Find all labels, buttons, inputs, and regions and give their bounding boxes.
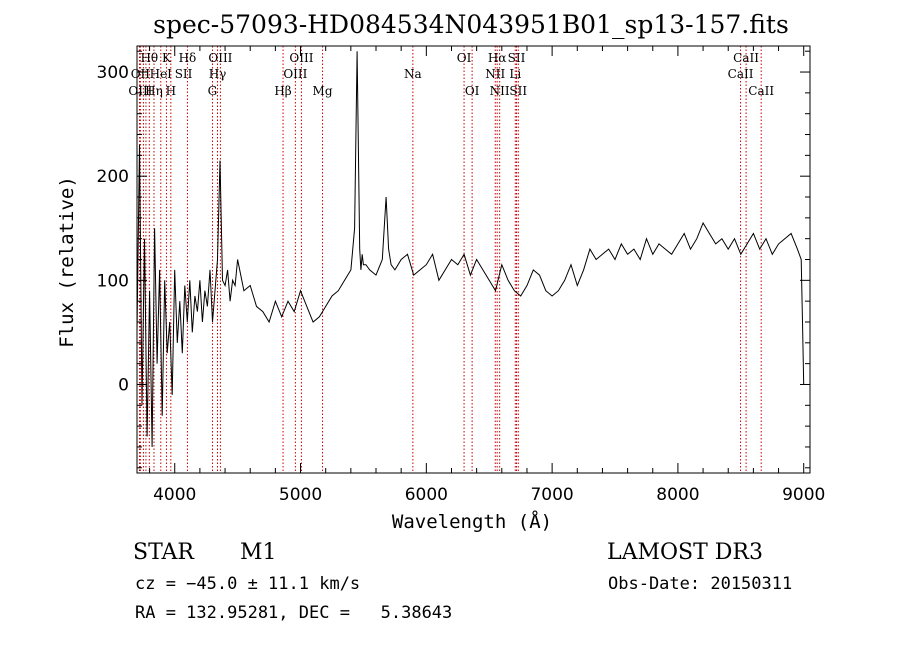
line-label: SII — [509, 84, 527, 98]
line-label: CaII — [733, 51, 759, 65]
line-label: CaII — [728, 67, 754, 81]
object-class: STAR — [133, 540, 194, 565]
y-axis-label: Flux (relative) — [56, 176, 78, 348]
line-label: Na — [404, 67, 422, 81]
line-label: SII — [508, 51, 526, 65]
line-label: OI — [457, 51, 472, 65]
line-label: K — [162, 51, 172, 65]
redshift-cz: cz = −45.0 ± 11.1 km/s — [135, 574, 361, 594]
line-label: OIII — [128, 84, 152, 98]
coordinates: RA = 132.95281, DEC = 5.38643 — [135, 603, 453, 623]
line-label: OIII — [289, 51, 313, 65]
line-label: SII — [175, 67, 193, 81]
line-label: Hη — [145, 84, 163, 98]
line-label: OIII — [208, 51, 232, 65]
line-label: HeI — [150, 67, 173, 81]
spectrum-line — [136, 51, 805, 448]
line-label: Hθ — [140, 51, 158, 65]
line-label: Hδ — [179, 51, 197, 65]
line-label: Li — [509, 67, 521, 81]
line-label: Hγ — [209, 67, 227, 81]
y-tick-label: 300 — [97, 63, 129, 83]
survey-name: LAMOST DR3 — [607, 540, 763, 565]
spectral-line-markers — [139, 46, 762, 473]
y-tick-label: 100 — [97, 271, 129, 291]
line-label: NII — [485, 67, 505, 81]
line-label: Mg — [313, 84, 333, 98]
y-tick-label: 0 — [118, 375, 129, 395]
line-label: H — [166, 84, 176, 98]
x-axis-ticks: 4000 5000 6000 7000 8000 9000 — [149, 46, 825, 505]
line-label: Hβ — [274, 84, 291, 98]
line-label: G — [208, 84, 218, 98]
x-tick-label: 8000 — [656, 485, 699, 505]
line-label: OI — [465, 84, 480, 98]
line-label: OII — [131, 67, 151, 81]
line-label: CaII — [748, 84, 774, 98]
observation-date: Obs-Date: 20150311 — [608, 574, 793, 594]
object-subclass: M1 — [240, 540, 277, 565]
line-label: NII — [490, 84, 510, 98]
x-tick-label: 9000 — [782, 485, 825, 505]
chart-title: spec-57093-HD084534N043951B01_sp13-157.f… — [153, 10, 789, 39]
y-tick-label: 200 — [97, 167, 129, 187]
x-tick-label: 5000 — [279, 485, 322, 505]
line-label: OIII — [283, 67, 307, 81]
line-label: Hα — [488, 51, 507, 65]
x-tick-label: 4000 — [153, 485, 196, 505]
x-tick-label: 7000 — [530, 485, 573, 505]
x-tick-label: 6000 — [405, 485, 448, 505]
x-axis-label: Wavelength (Å) — [392, 510, 552, 533]
y-axis-ticks: 0 100 200 300 — [97, 50, 810, 469]
